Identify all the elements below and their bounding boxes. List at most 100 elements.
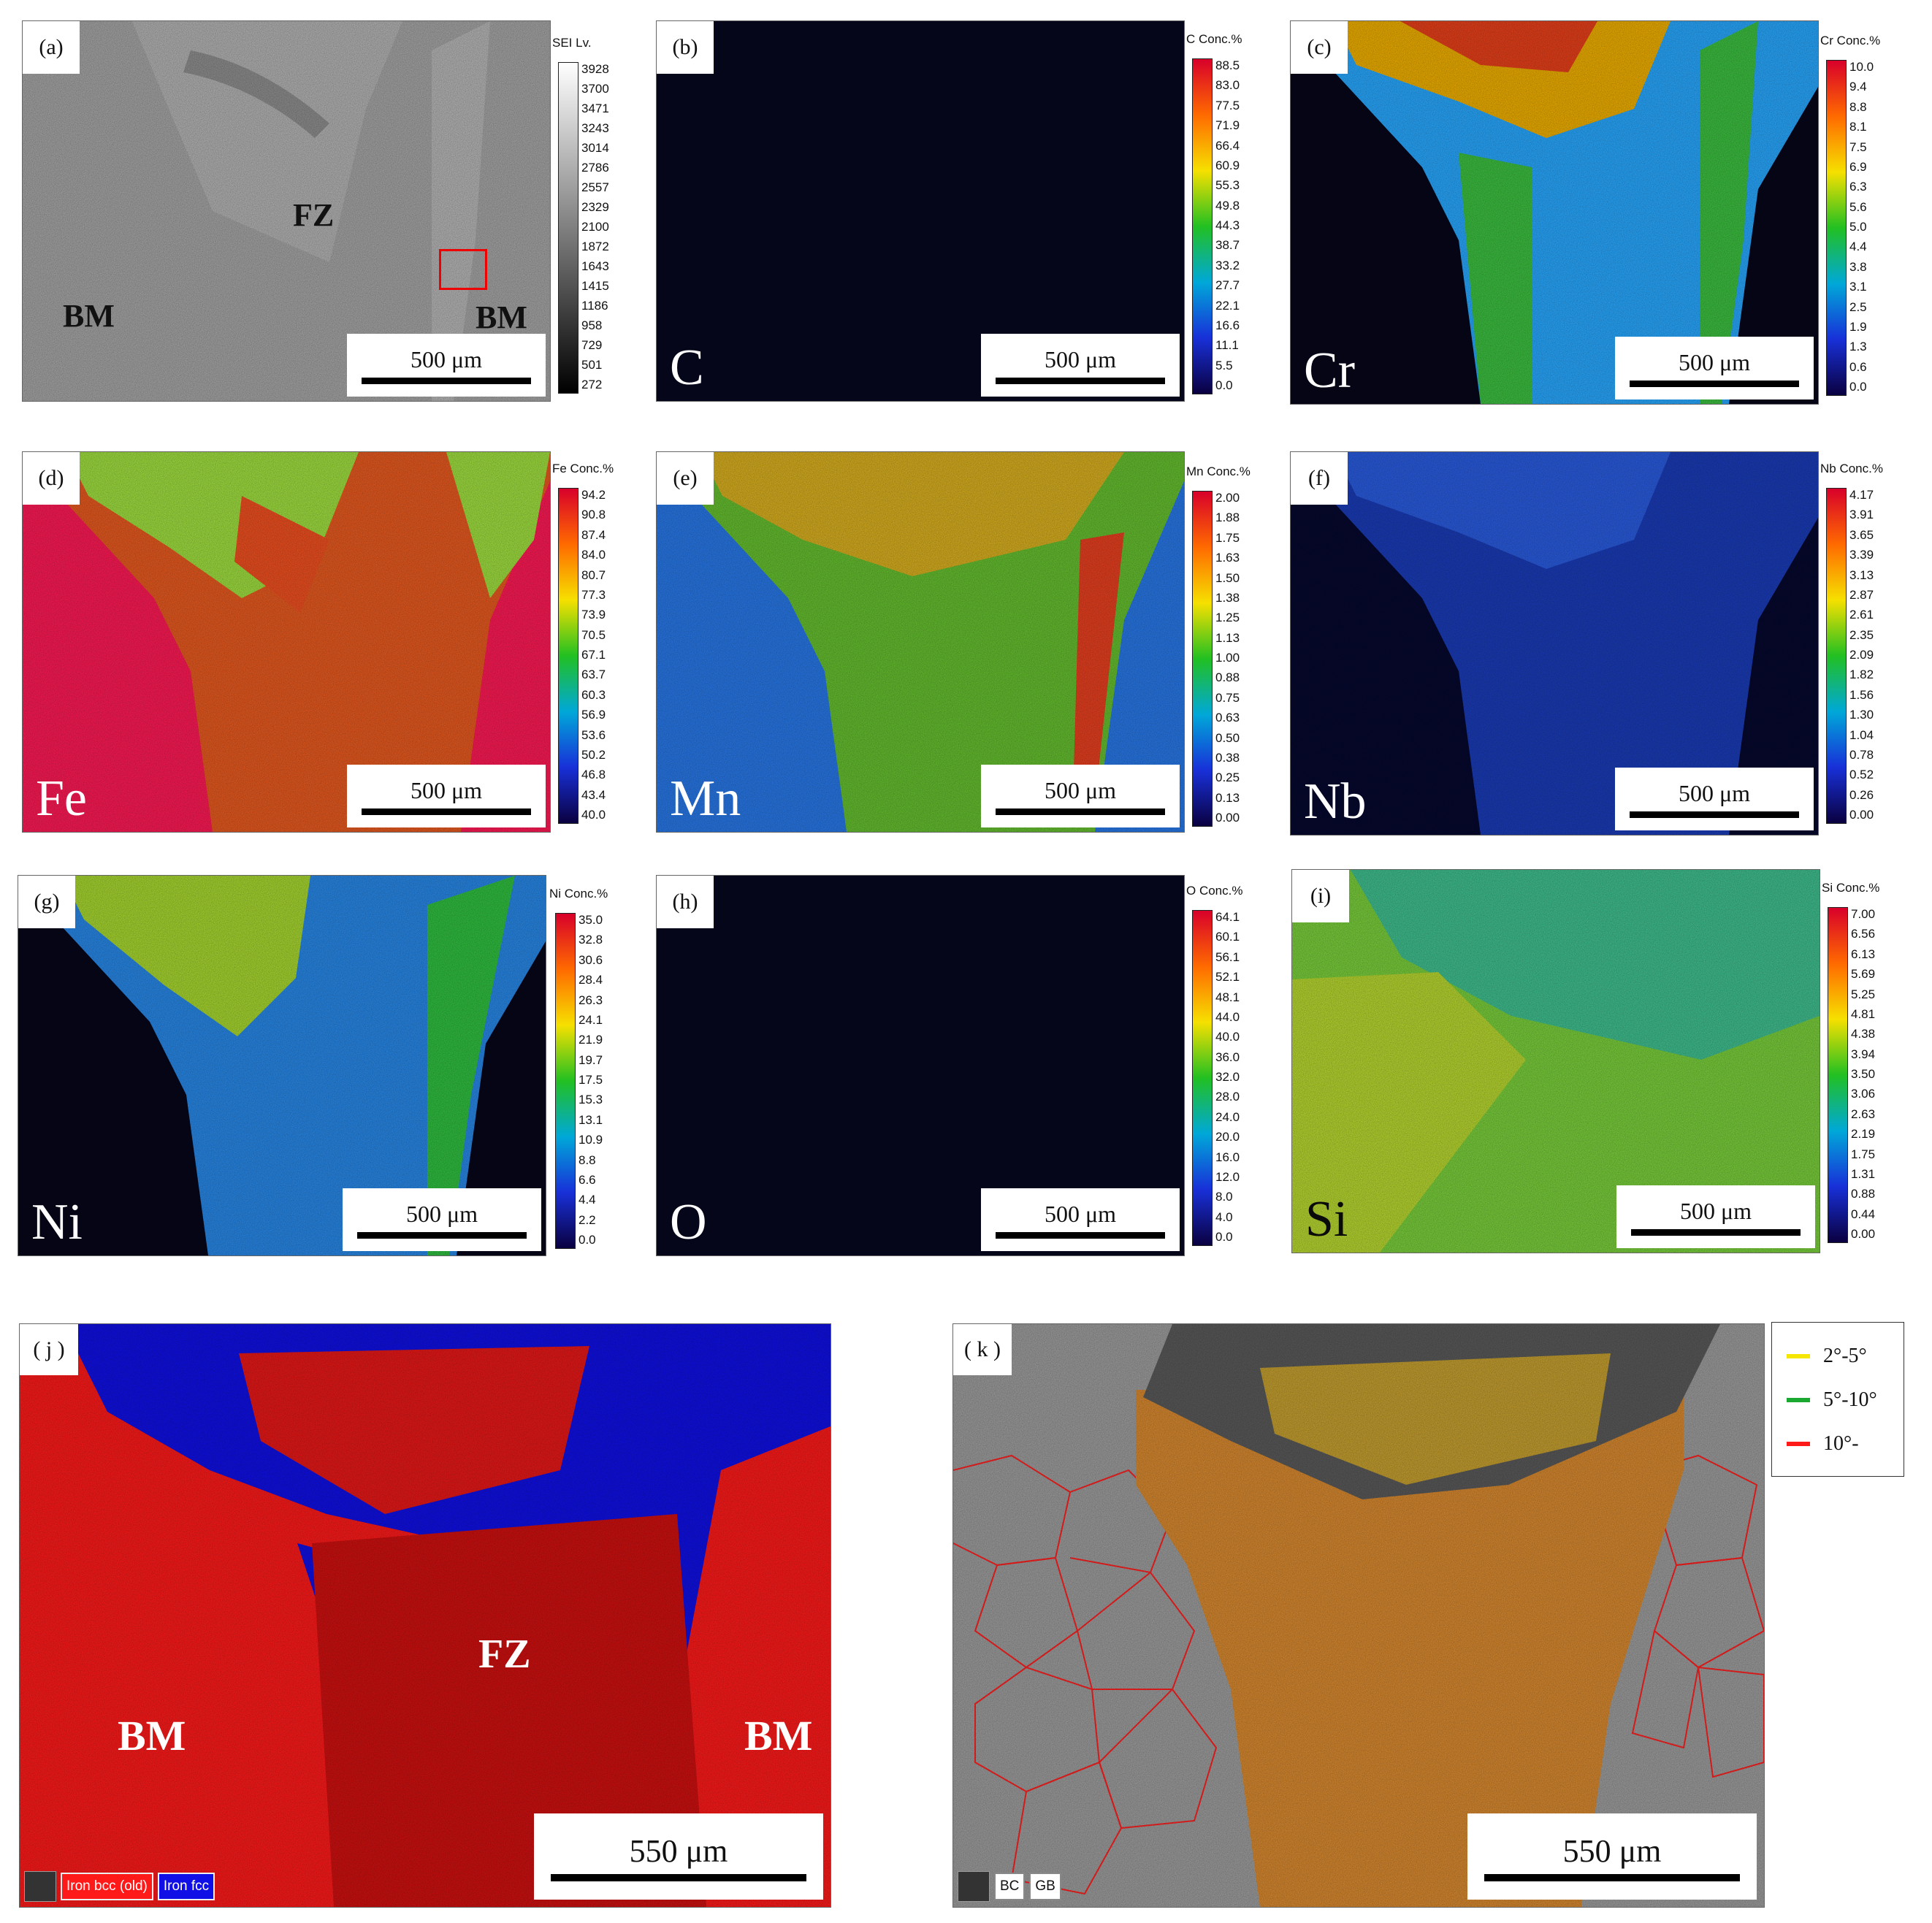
- colorbar-tick: 3.06: [1851, 1087, 1876, 1101]
- scale-bar: 500 μm: [981, 765, 1180, 827]
- colorbar-tick: 1.88: [1215, 511, 1240, 525]
- legend-swatch: [1787, 1354, 1810, 1358]
- colorbar-tick: 52.1: [1215, 970, 1240, 985]
- scale-bar: 500 μm: [1616, 1185, 1815, 1248]
- boundary-map: [953, 1324, 1764, 1907]
- scale-bar: 550 μm: [534, 1813, 823, 1900]
- colorbar-tick: 22.1: [1215, 298, 1240, 313]
- panel-label: (g): [18, 876, 75, 928]
- colorbar-tick: 48.1: [1215, 990, 1240, 1004]
- colorbar-strip: [555, 913, 576, 1249]
- colorbar-tick: 13.1: [579, 1112, 603, 1127]
- colorbar-strip: [1192, 58, 1213, 394]
- panel-i-si-map: (i) Si 500 μm: [1291, 869, 1820, 1253]
- colorbar-ticks: 7.00 6.56 6.13 5.69 5.25 4.81 4.38 3.94 3.50 3.06…: [1851, 907, 1875, 1242]
- element-label: Fe: [36, 771, 87, 827]
- colorbar-tick: 1.56: [1849, 687, 1874, 702]
- colorbar-tick: 0.00: [1851, 1227, 1876, 1241]
- colorbar-tick: 6.6: [579, 1172, 596, 1187]
- phase-bcc-tag: Iron bcc (old): [61, 1873, 153, 1900]
- colorbar-tick: 1.3: [1849, 340, 1867, 354]
- colorbar-ticks: 10.0 9.4 8.8 8.1 7.5 6.9 6.3 5.6 5.0 4.4 3.8 3.1 2.5…: [1849, 60, 1874, 394]
- colorbar-tick: 60.9: [1215, 158, 1240, 172]
- colorbar-tick: 4.4: [1849, 240, 1867, 254]
- colorbar-tick: 7.00: [1851, 907, 1876, 921]
- panel-label: ( j ): [20, 1324, 78, 1375]
- colorbar-tick: 3471: [581, 102, 609, 115]
- scale-text: 550 μm: [1562, 1832, 1662, 1869]
- legend-label: 5°-10°: [1823, 1388, 1877, 1411]
- scale-bar: 550 μm: [1467, 1813, 1757, 1900]
- legend-row-high: 10°-: [1787, 1432, 1859, 1456]
- colorbar-tick: 26.3: [579, 993, 603, 1007]
- colorbar-tick: 4.38: [1851, 1027, 1876, 1041]
- layer-gb-tag[interactable]: GB: [1029, 1873, 1061, 1900]
- element-label: Mn: [670, 771, 741, 827]
- colorbar-tick: 0.88: [1215, 670, 1240, 685]
- scale-line: [357, 1232, 527, 1239]
- colorbar-tick: 24.0: [1215, 1109, 1240, 1124]
- sem-image: [23, 21, 550, 401]
- colorbar-tick: 17.5: [579, 1073, 603, 1087]
- element-label: Ni: [31, 1194, 83, 1250]
- colorbar-tick: 60.1: [1215, 930, 1240, 944]
- colorbar-tick: 4.17: [1849, 488, 1874, 502]
- colorbar-ticks: 64.1 60.1 56.1 52.1 48.1 44.0 40.0 36.0 32.0 28.0…: [1215, 910, 1240, 1245]
- scale-text: 550 μm: [629, 1832, 728, 1869]
- ni-map: [18, 876, 546, 1255]
- toggle-icon[interactable]: [958, 1871, 990, 1902]
- colorbar-tick: 33.2: [1215, 258, 1240, 272]
- colorbar-tick: 1.63: [1215, 551, 1240, 565]
- colorbar-title: C Conc.%: [1186, 32, 1242, 46]
- legend-label: 10°-: [1823, 1432, 1859, 1455]
- colorbar-tick: 56.1: [1215, 949, 1240, 964]
- layer-bc-tag[interactable]: BC: [994, 1873, 1026, 1900]
- panel-label: (c): [1291, 21, 1348, 74]
- scale-bar: 500 μm: [1615, 337, 1814, 399]
- colorbar-tick: 49.8: [1215, 198, 1240, 213]
- colorbar-tick: 9.4: [1849, 80, 1867, 94]
- legend-row-mid: 5°-10°: [1787, 1388, 1877, 1412]
- colorbar-ticks: 35.0 32.8 30.6 28.4 26.3 24.1 21.9 19.7 17.5 15.3…: [579, 913, 603, 1247]
- scale-line: [996, 378, 1165, 384]
- colorbar-tick: 3243: [581, 121, 609, 135]
- element-label: Si: [1305, 1191, 1348, 1247]
- panel-label: (b): [657, 21, 714, 74]
- scale-line: [1631, 1229, 1801, 1236]
- colorbar-tick: 2329: [581, 200, 609, 214]
- nb-map: [1291, 452, 1818, 835]
- colorbar-ticks: 4.17 3.91 3.65 3.39 3.13 2.87 2.61 2.35 2.09 1.82…: [1849, 488, 1874, 822]
- colorbar-tick: 3.65: [1849, 527, 1874, 542]
- colorbar-tick: 11.1: [1215, 338, 1239, 353]
- colorbar-tick: 1.50: [1215, 570, 1240, 585]
- colorbar-tick: 50.2: [581, 747, 606, 762]
- colorbar-tick: 1.04: [1849, 727, 1874, 742]
- colorbar-strip: [1828, 907, 1848, 1243]
- colorbar-strip: [1192, 910, 1213, 1246]
- colorbar-title: Ni Conc.%: [549, 887, 608, 901]
- colorbar-tick: 12.0: [1215, 1169, 1240, 1184]
- colorbar-tick: 94.2: [581, 488, 606, 502]
- colorbar-tick: 0.38: [1215, 750, 1240, 765]
- scale-line: [996, 1232, 1165, 1239]
- colorbar-tick: 958: [581, 318, 603, 332]
- toggle-icon[interactable]: [24, 1871, 56, 1902]
- scale-line: [362, 808, 531, 815]
- panel-j-phase-map: ( j ) FZ BM BM Iron bcc (old) Iron fcc 5…: [19, 1323, 831, 1908]
- colorbar-ticks: 2.00 1.88 1.75 1.63 1.50 1.38 1.25 1.13 1.00 0.88…: [1215, 491, 1240, 825]
- colorbar-tick: 1.30: [1849, 708, 1874, 722]
- scale-text: 500 μm: [1679, 1198, 1752, 1224]
- colorbar-tick: 2557: [581, 180, 609, 194]
- colorbar-tick: 501: [581, 358, 603, 372]
- colorbar-tick: 2786: [581, 161, 609, 175]
- colorbar-tick: 6.56: [1851, 927, 1876, 941]
- colorbar-tick: 80.7: [581, 567, 606, 582]
- colorbar-tick: 3.91: [1849, 508, 1874, 522]
- colorbar-strip: [558, 62, 579, 394]
- colorbar-tick: 2.5: [1849, 299, 1867, 314]
- colorbar-tick: 0.78: [1849, 747, 1874, 762]
- colorbar-tick: 0.6: [1849, 359, 1867, 374]
- colorbar-tick: 64.1: [1215, 910, 1240, 924]
- panel-f-nb-map: (f) Nb 500 μm: [1290, 451, 1819, 836]
- colorbar-tick: 46.8: [581, 768, 606, 782]
